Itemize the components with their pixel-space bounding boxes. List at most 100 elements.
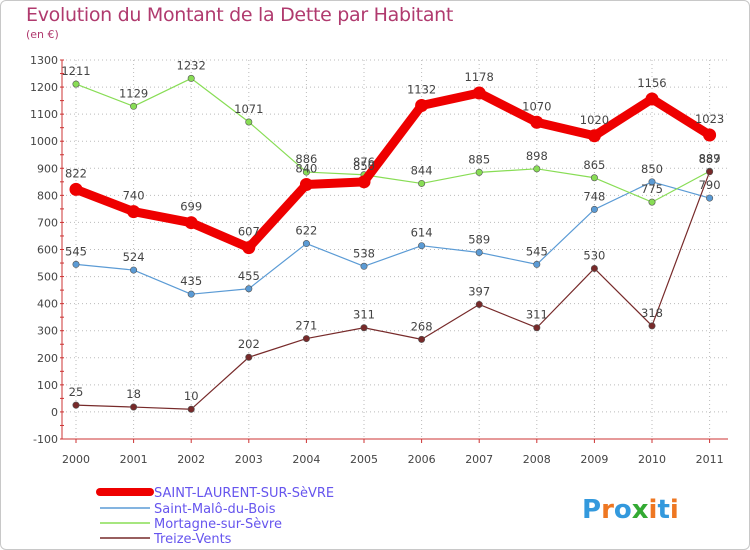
data-point: [72, 401, 80, 409]
data-point: [415, 98, 429, 112]
data-point: [648, 322, 656, 330]
y-tick-label: 900: [37, 162, 58, 175]
data-label: 1023: [695, 112, 724, 126]
data-point: [530, 115, 544, 129]
data-label: 607: [238, 225, 260, 239]
logo-letter: r: [601, 495, 614, 525]
x-tick-label: 2003: [235, 453, 263, 466]
data-point: [706, 194, 714, 202]
data-label: 850: [641, 162, 663, 176]
legend-label: SAINT-LAURENT-SUR-SèVRE: [154, 486, 334, 501]
series-line-3: [75, 171, 711, 410]
y-tick-label: 1200: [30, 81, 58, 94]
data-label: 545: [526, 244, 548, 258]
y-tick-label: 0: [51, 406, 58, 419]
data-label: 889: [699, 151, 721, 165]
data-label: 1132: [407, 82, 436, 96]
logo-letter: o: [614, 495, 632, 525]
data-labels: 822 740 699 607 840 850 1132 1178 1070 1020 1156 10…: [61, 58, 724, 403]
data-point: [706, 168, 714, 176]
data-point: [648, 198, 656, 206]
data-point: [187, 405, 195, 413]
y-tick-label: 700: [37, 216, 58, 229]
data-point: [72, 260, 80, 268]
x-tick-label: 2008: [523, 453, 551, 466]
data-label: 887: [699, 152, 721, 166]
x-tick-label: 2001: [120, 453, 148, 466]
data-label: 614: [411, 226, 433, 240]
data-label: 538: [353, 246, 375, 260]
data-label: 865: [583, 158, 605, 172]
data-point: [360, 324, 368, 332]
data-point: [475, 248, 483, 256]
y-tick-label: 1000: [30, 135, 58, 148]
data-label: 318: [641, 306, 663, 320]
data-label: 271: [295, 319, 317, 333]
data-point: [418, 242, 426, 250]
x-tick-label: 2000: [62, 453, 90, 466]
x-tick-label: 2005: [350, 453, 378, 466]
data-point: [72, 80, 80, 88]
chart-subtitle: (en €): [26, 28, 59, 41]
data-label: 1070: [522, 99, 551, 113]
x-tick-label: 2009: [580, 453, 608, 466]
data-label: 530: [583, 248, 605, 262]
data-point: [130, 102, 138, 110]
data-point: [357, 175, 371, 189]
data-label: 850: [353, 159, 375, 173]
data-label: 589: [468, 232, 490, 246]
data-point: [648, 178, 656, 186]
x-tick-label: 2011: [696, 453, 724, 466]
data-label: 775: [641, 182, 663, 196]
data-point: [475, 300, 483, 308]
data-point: [475, 168, 483, 176]
data-point: [590, 264, 598, 272]
x-tick-label: 2002: [177, 453, 205, 466]
chart-title: Evolution du Montant de la Dette par Hab…: [26, 4, 454, 26]
data-label: 1020: [580, 113, 609, 127]
data-point: [299, 178, 313, 192]
legend-label: Saint-Malô-du-Bois: [154, 502, 276, 517]
x-tick-label: 2007: [465, 453, 493, 466]
data-label: 1129: [119, 86, 148, 100]
data-point: [533, 324, 541, 332]
logo-letter: i: [670, 495, 679, 525]
data-point: [533, 165, 541, 173]
data-point: [587, 129, 601, 143]
data-label: 311: [353, 308, 375, 322]
y-tick-label: 800: [37, 189, 58, 202]
data-label: 435: [180, 274, 202, 288]
data-point: [645, 92, 659, 106]
data-label: 311: [526, 308, 548, 322]
proxiti-logo: Proxiti: [582, 495, 679, 525]
legend-label: Mortagne-sur-Sèvre: [154, 517, 282, 532]
data-label: 740: [123, 189, 145, 203]
data-label: 455: [238, 269, 260, 283]
data-point: [184, 216, 198, 230]
data-point: [130, 403, 138, 411]
y-tick-label: 100: [37, 379, 58, 392]
legend: SAINT-LAURENT-SUR-SèVRESaint-Malô-du-Boi…: [96, 486, 334, 547]
data-label: 1178: [465, 70, 494, 84]
data-label: 622: [295, 224, 317, 238]
data-point: [302, 240, 310, 248]
data-point: [130, 266, 138, 274]
data-point: [302, 168, 310, 176]
data-point: [187, 290, 195, 298]
data-label: 898: [526, 149, 548, 163]
x-tick-label: 2004: [292, 453, 320, 466]
y-tick-label: -100: [33, 433, 58, 446]
data-point: [245, 118, 253, 126]
data-point: [590, 205, 598, 213]
data-label: 25: [69, 385, 84, 399]
logo-letter: P: [582, 495, 601, 525]
data-label: 790: [699, 178, 721, 192]
legend-label: Treize-Vents: [153, 532, 232, 547]
data-point: [360, 262, 368, 270]
data-point: [69, 182, 83, 196]
data-label: 822: [65, 166, 87, 180]
data-label: 268: [411, 319, 433, 333]
data-label: 1211: [61, 64, 90, 78]
y-tick-label: 300: [37, 325, 58, 338]
data-point: [127, 205, 141, 219]
